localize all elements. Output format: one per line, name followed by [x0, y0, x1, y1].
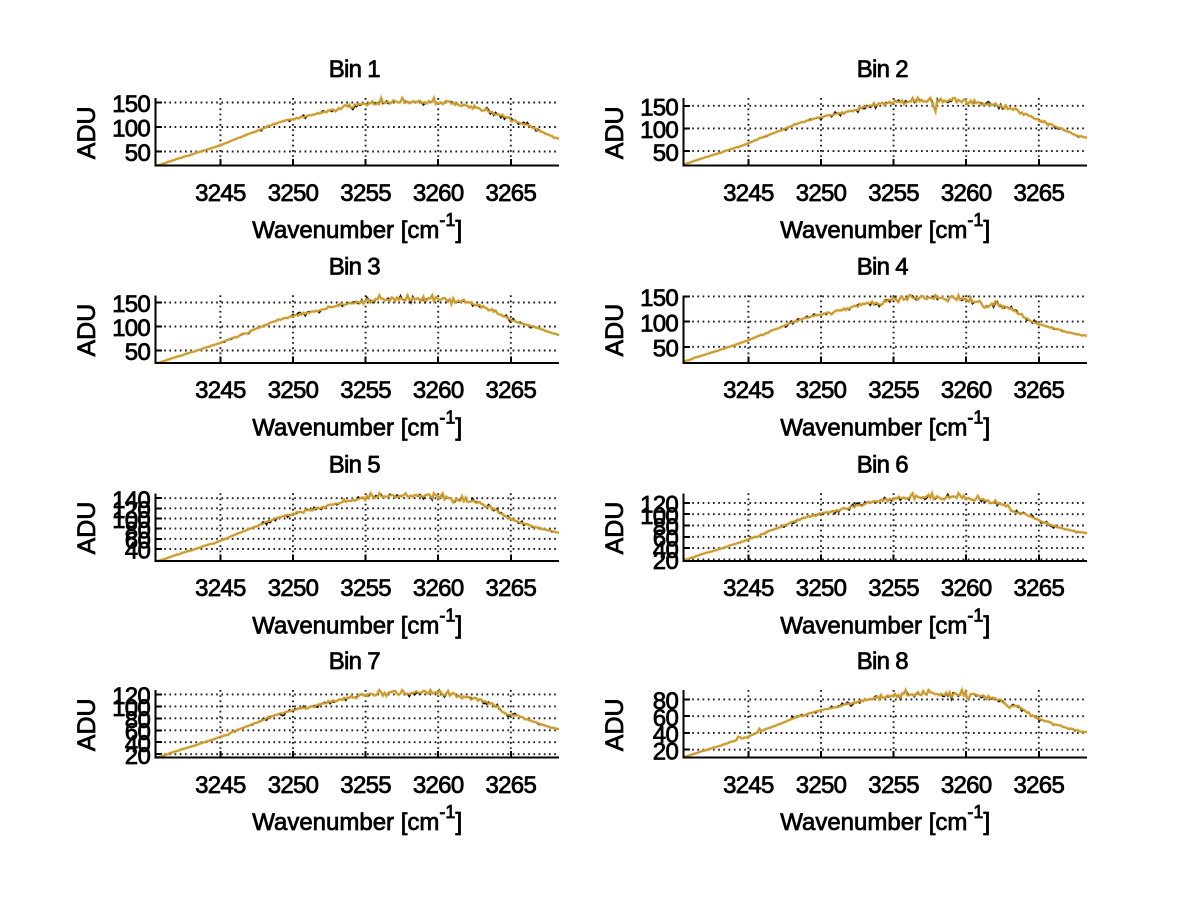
svg-text:3260: 3260	[941, 772, 992, 799]
svg-text:3250: 3250	[796, 772, 847, 799]
svg-text:ADU: ADU	[601, 106, 629, 159]
svg-text:ADU: ADU	[601, 502, 629, 555]
svg-text:3260: 3260	[413, 180, 464, 207]
svg-text:ADU: ADU	[73, 106, 101, 159]
svg-text:120: 120	[112, 683, 150, 710]
svg-text:40: 40	[125, 731, 151, 758]
svg-text:Bin 4: Bin 4	[857, 253, 909, 280]
svg-text:3265: 3265	[1014, 180, 1065, 207]
svg-text:3255: 3255	[868, 772, 919, 799]
svg-text:Bin 6: Bin 6	[857, 451, 909, 478]
svg-text:3250: 3250	[796, 575, 847, 602]
svg-text:3250: 3250	[796, 377, 847, 404]
svg-text:150: 150	[112, 291, 150, 318]
svg-text:3260: 3260	[941, 377, 992, 404]
svg-text:3255: 3255	[868, 575, 919, 602]
svg-text:80: 80	[125, 707, 151, 734]
svg-text:3265: 3265	[1014, 377, 1065, 404]
svg-text:3265: 3265	[486, 575, 537, 602]
svg-text:3255: 3255	[868, 377, 919, 404]
svg-text:3255: 3255	[340, 772, 391, 799]
svg-text:50: 50	[125, 140, 151, 167]
svg-text:40: 40	[653, 722, 679, 749]
svg-text:150: 150	[112, 91, 150, 118]
svg-text:3245: 3245	[195, 180, 246, 207]
svg-text:100: 100	[112, 507, 150, 534]
svg-text:3250: 3250	[268, 772, 319, 799]
svg-text:3245: 3245	[195, 377, 246, 404]
svg-text:80: 80	[653, 514, 679, 541]
svg-text:ADU: ADU	[73, 698, 101, 751]
svg-text:100: 100	[112, 695, 150, 722]
svg-text:60: 60	[125, 528, 151, 555]
svg-text:3265: 3265	[1014, 575, 1065, 602]
svg-text:3255: 3255	[340, 377, 391, 404]
svg-text:3265: 3265	[1014, 772, 1065, 799]
svg-text:80: 80	[653, 688, 679, 715]
svg-text:50: 50	[653, 140, 679, 167]
svg-text:3255: 3255	[340, 575, 391, 602]
svg-text:3245: 3245	[723, 772, 774, 799]
svg-text:100: 100	[112, 315, 150, 342]
svg-text:3260: 3260	[413, 377, 464, 404]
svg-text:3245: 3245	[723, 575, 774, 602]
svg-text:50: 50	[653, 336, 679, 363]
svg-text:40: 40	[653, 537, 679, 564]
svg-text:ADU: ADU	[73, 304, 101, 357]
svg-text:100: 100	[640, 117, 678, 144]
svg-text:ADU: ADU	[601, 698, 629, 751]
svg-text:3245: 3245	[195, 772, 246, 799]
svg-text:150: 150	[640, 285, 678, 312]
svg-text:3250: 3250	[268, 575, 319, 602]
svg-text:100: 100	[112, 116, 150, 143]
svg-text:3255: 3255	[340, 180, 391, 207]
svg-text:3255: 3255	[868, 180, 919, 207]
svg-text:60: 60	[653, 526, 679, 553]
svg-text:Bin 3: Bin 3	[329, 253, 381, 280]
svg-text:3265: 3265	[486, 772, 537, 799]
svg-text:140: 140	[112, 487, 150, 514]
svg-text:3260: 3260	[941, 575, 992, 602]
svg-text:3245: 3245	[723, 377, 774, 404]
svg-text:3260: 3260	[413, 772, 464, 799]
svg-text:100: 100	[640, 310, 678, 337]
svg-text:40: 40	[125, 538, 151, 565]
svg-text:Bin 8: Bin 8	[857, 648, 909, 675]
svg-text:120: 120	[640, 492, 678, 519]
svg-text:3265: 3265	[486, 377, 537, 404]
svg-text:3250: 3250	[268, 377, 319, 404]
svg-text:3260: 3260	[413, 575, 464, 602]
svg-text:60: 60	[125, 719, 151, 746]
svg-text:3250: 3250	[268, 180, 319, 207]
svg-text:100: 100	[640, 503, 678, 530]
svg-text:20: 20	[653, 738, 679, 765]
svg-text:ADU: ADU	[601, 304, 629, 357]
svg-text:20: 20	[653, 548, 679, 575]
svg-text:120: 120	[112, 497, 150, 524]
svg-text:50: 50	[125, 339, 151, 366]
svg-text:ADU: ADU	[73, 502, 101, 555]
svg-text:Bin 5: Bin 5	[329, 451, 381, 478]
svg-text:Bin 7: Bin 7	[329, 648, 381, 675]
svg-text:3250: 3250	[796, 180, 847, 207]
svg-text:Bin 2: Bin 2	[857, 56, 909, 83]
svg-text:150: 150	[640, 95, 678, 122]
svg-text:20: 20	[125, 743, 151, 770]
svg-text:3265: 3265	[486, 180, 537, 207]
svg-text:3260: 3260	[941, 180, 992, 207]
svg-text:3245: 3245	[723, 180, 774, 207]
svg-text:Bin 1: Bin 1	[329, 56, 381, 83]
svg-text:60: 60	[653, 705, 679, 732]
svg-text:3245: 3245	[195, 575, 246, 602]
svg-text:80: 80	[125, 517, 151, 544]
